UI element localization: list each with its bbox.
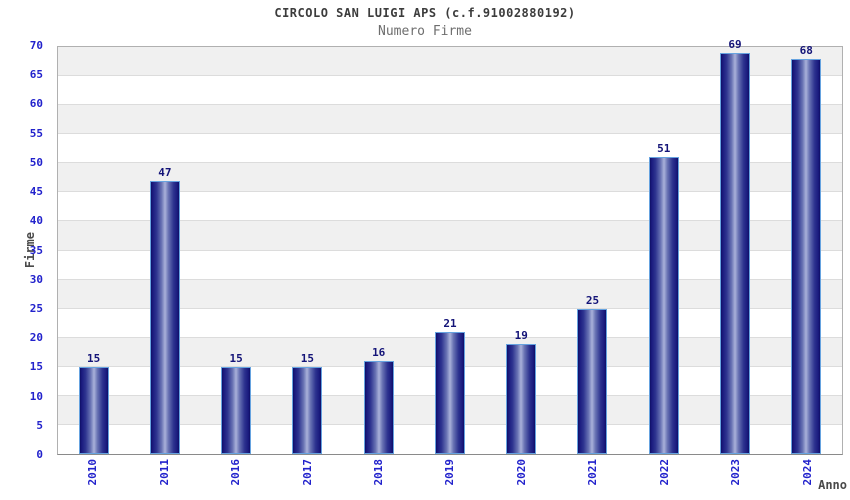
bar-slot: 47 [129,47,200,454]
y-axis: 0 5 10 15 20 25 30 35 40 45 50 55 60 65 70 [0,39,50,461]
plot-bands [58,47,842,454]
bar-2022: 51 [648,142,679,454]
x-axis: 2010 2011 2016 2017 2018 2019 2020 2021 2022 2023… [57,459,843,499]
gridline [58,249,842,251]
gridline [58,75,842,77]
bar-slot: 69 [699,38,770,454]
x-tick-cell: 2019 [414,459,485,499]
bar-value-label: 15 [229,351,243,365]
x-tick-cell: 2017 [271,459,342,499]
bar-2021: 25 [577,294,608,454]
bar-value-label: 68 [799,43,813,57]
y-tick-label: 10 [29,389,43,403]
x-tick-cell: 2018 [343,459,414,499]
x-tick-cell: 2010 [57,459,128,499]
bar-slot: 15 [58,47,129,454]
bar-2018: 16 [363,346,394,454]
bar-slot: 19 [486,47,557,454]
y-tick-label: 5 [36,418,43,432]
plot-band [58,221,842,251]
x-tick-label: 2016 [229,459,243,486]
y-tick-label: 50 [29,155,43,169]
gridline [58,307,842,309]
bar-2010: 15 [78,352,109,454]
bar-slot: 15 [272,47,343,454]
x-tick-label: 2011 [157,459,171,486]
bar-value-label: 47 [158,165,172,179]
plot-band [58,279,842,309]
bar-value-label: 19 [514,328,528,342]
x-tick-cell: 2021 [557,459,628,499]
plot-band [58,47,842,77]
bar-value-label: 25 [585,293,600,307]
y-tick-label: 35 [29,243,43,257]
y-tick-label: 60 [29,97,43,111]
plot-band [58,163,842,193]
bar-2020: 19 [506,329,537,454]
bar-slot: 25 [557,47,628,454]
bars-container: 15 47 15 15 16 21 19 25 51 69 68 [58,38,842,454]
y-tick-label: 30 [29,272,43,286]
bar-2024: 68 [791,44,822,454]
y-tick-label: 40 [29,214,43,228]
y-tick-label: 65 [29,68,43,82]
bar-value-label: 15 [300,351,315,365]
chart-subtitle: Numero Firme [378,24,472,39]
x-tick-label: 2017 [300,459,314,486]
bar-value-label: 69 [728,37,742,51]
chart-title: CIRCOLO SAN LUIGI APS (c.f.91002880192) [274,6,576,20]
y-tick-label: 20 [29,331,43,345]
gridline [58,278,842,280]
bar-value-label: 16 [372,345,386,359]
gridline [58,220,842,222]
bar-slot: 68 [771,44,842,454]
gridline [58,104,842,106]
bar-2017: 15 [292,352,323,454]
bar-value-label: 21 [443,316,457,330]
x-tick-cell: 2016 [200,459,271,499]
plot-area: 15 47 15 15 16 21 19 25 51 69 68 [57,38,843,455]
x-tick-label: 2018 [372,459,386,486]
x-tick-label: 2022 [657,459,671,486]
x-tick-cell: 2011 [128,459,199,499]
x-axis-title: Anno [818,478,847,492]
gridline [58,191,842,193]
x-tick-cell: 2023 [700,459,771,499]
bar-value-label: 51 [657,142,671,156]
plot-band [58,105,842,135]
y-tick-label: 70 [29,39,43,52]
x-tick-cell: 2020 [486,459,557,499]
gridline [58,133,842,135]
x-tick-label: 2019 [443,459,457,486]
bar-2016: 15 [221,352,252,454]
y-tick-label: 55 [29,126,43,140]
bar-slot: 15 [201,47,272,454]
bar-2011: 47 [149,166,180,454]
x-tick-label: 2010 [86,459,100,486]
bar-slot: 16 [343,47,414,454]
gridline [58,162,842,164]
bar-2019: 21 [434,317,465,454]
x-tick-label: 2024 [800,459,814,486]
x-tick-cell: 2022 [629,459,700,499]
bar-slot: 21 [414,47,485,454]
bar-slot: 51 [628,47,699,454]
y-tick-label: 25 [29,301,43,315]
y-tick-label: 0 [36,448,43,461]
bar-value-label: 15 [87,351,101,365]
x-tick-label: 2020 [514,459,528,486]
y-tick-label: 15 [29,360,43,374]
y-tick-label: 45 [29,185,43,199]
x-tick-label: 2021 [586,459,600,486]
x-tick-label: 2023 [729,459,743,486]
bar-2023: 69 [720,38,751,454]
